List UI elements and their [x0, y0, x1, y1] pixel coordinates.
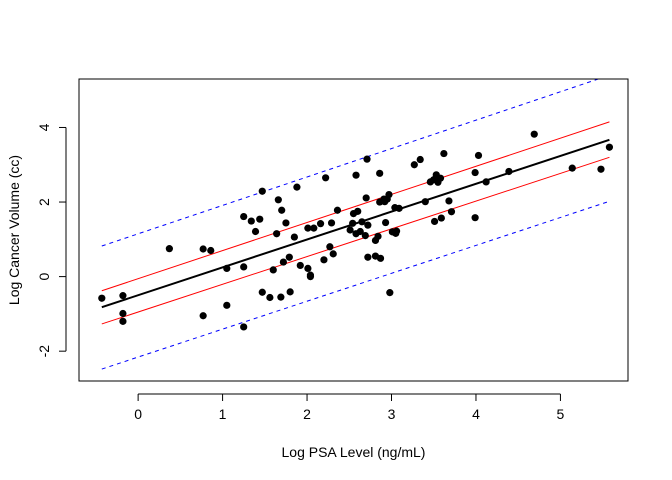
- data-point: [346, 226, 354, 234]
- data-point: [240, 263, 248, 271]
- x-tick-label: 0: [134, 406, 142, 422]
- data-point: [440, 149, 448, 158]
- data-point: [349, 219, 357, 227]
- x-tick-label: 4: [472, 406, 480, 422]
- data-point: [223, 264, 231, 273]
- data-point: [327, 219, 336, 227]
- prediction-interval-lower-line: [101, 200, 610, 370]
- data-point: [119, 292, 127, 300]
- data-point: [430, 217, 439, 226]
- data-point: [282, 219, 290, 227]
- data-point: [316, 220, 325, 228]
- data-point: [98, 294, 106, 302]
- data-point: [362, 194, 370, 202]
- data-point: [293, 183, 301, 191]
- data-point: [416, 155, 424, 164]
- data-point: [445, 197, 453, 205]
- data-point: [247, 217, 255, 225]
- data-point: [329, 250, 337, 258]
- data-point: [354, 207, 362, 215]
- confidence-interval-upper-line: [101, 121, 610, 292]
- confidence-interval-lower-line: [101, 156, 610, 325]
- data-point: [165, 245, 173, 253]
- x-tick-label: 5: [557, 406, 565, 422]
- data-points: [98, 130, 614, 331]
- data-point: [421, 198, 429, 206]
- data-point: [482, 178, 490, 186]
- data-point: [381, 218, 390, 227]
- plot-frame: [78, 78, 629, 382]
- y-axis-title: Log Cancer Volume (cc): [6, 155, 22, 305]
- data-point: [286, 288, 294, 296]
- data-point: [364, 221, 372, 229]
- x-tick-label: 2: [303, 406, 311, 422]
- prediction-interval-upper-line: [101, 79, 600, 247]
- data-point: [223, 301, 231, 309]
- data-point: [320, 256, 328, 264]
- data-point: [251, 227, 260, 236]
- x-axis-title: Log PSA Level (ng/mL): [282, 444, 426, 460]
- y-tick-label: 4: [36, 123, 52, 131]
- y-tick-label: 0: [36, 273, 52, 281]
- data-point: [474, 151, 483, 160]
- data-point: [333, 206, 342, 214]
- data-point: [386, 289, 394, 297]
- data-point: [471, 168, 479, 177]
- data-point: [240, 323, 248, 331]
- data-point: [310, 224, 318, 232]
- data-point: [605, 143, 614, 151]
- data-point: [296, 261, 304, 270]
- data-point: [530, 130, 538, 138]
- data-point: [436, 174, 445, 182]
- data-point: [256, 215, 264, 223]
- data-point: [266, 293, 274, 302]
- data-point: [352, 171, 360, 179]
- data-point: [410, 161, 418, 169]
- data-point: [568, 164, 576, 172]
- data-point: [385, 190, 393, 199]
- data-point: [376, 254, 385, 262]
- data-point: [505, 167, 513, 176]
- data-point: [273, 230, 281, 238]
- data-point: [285, 253, 293, 261]
- data-point: [447, 208, 456, 216]
- data-point: [471, 214, 479, 222]
- data-point: [374, 232, 382, 240]
- data-point: [240, 212, 248, 221]
- data-point: [199, 312, 207, 320]
- data-point: [258, 288, 266, 296]
- data-point: [356, 227, 364, 236]
- data-point: [322, 174, 330, 182]
- data-point: [306, 271, 315, 279]
- data-point: [376, 169, 384, 177]
- data-point: [207, 246, 215, 255]
- data-point: [597, 165, 605, 173]
- data-point: [269, 266, 277, 274]
- data-point: [277, 293, 285, 301]
- data-point: [395, 204, 403, 212]
- x-tick-label: 3: [388, 406, 396, 422]
- data-point: [290, 233, 298, 241]
- data-point: [437, 214, 445, 222]
- data-point: [361, 231, 369, 240]
- data-point: [358, 218, 366, 226]
- data-point: [274, 196, 282, 204]
- data-point: [119, 309, 127, 318]
- data-point: [326, 243, 334, 251]
- y-tick-label: -2: [36, 345, 52, 358]
- data-point: [364, 253, 372, 261]
- y-tick-label: 2: [36, 198, 52, 206]
- data-point: [392, 227, 401, 235]
- data-point: [258, 187, 266, 195]
- data-point: [363, 155, 371, 163]
- data-point: [304, 264, 312, 273]
- axes: 0 1 2 3 4 5 -2 0 2 4: [36, 123, 565, 422]
- x-tick-label: 1: [219, 406, 227, 422]
- data-point: [119, 317, 127, 325]
- data-point: [304, 224, 312, 232]
- data-point: [278, 206, 286, 214]
- data-point: [199, 245, 207, 253]
- data-point: [279, 258, 287, 266]
